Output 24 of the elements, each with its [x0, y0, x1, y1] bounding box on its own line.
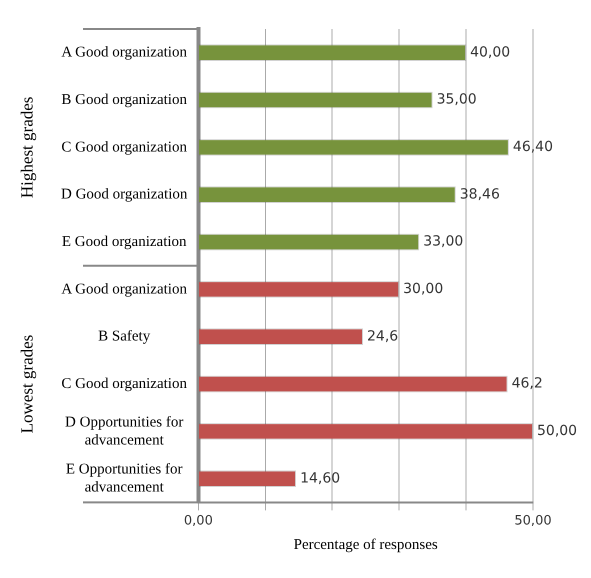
y-tick-label: E Opportunities for advancement: [66, 462, 183, 496]
y-tick-label: B Safety: [98, 328, 151, 345]
y-tick-label: C Good organization: [61, 139, 188, 156]
text: Highest grades: [17, 96, 36, 198]
data-label: 30,00: [403, 281, 444, 298]
y-tick-label: A Good organization: [61, 281, 188, 298]
data-label: 46,40: [512, 138, 553, 155]
data-label: 38,46: [460, 186, 500, 202]
data-label: 50,00: [537, 423, 578, 440]
y-tick-label: C Good organization: [61, 376, 188, 392]
data-label: 24,6: [367, 328, 398, 344]
y-tick-label: B Good organization: [61, 92, 188, 108]
data-label: 14,60: [300, 470, 340, 486]
data-label: 33,00: [423, 234, 464, 250]
data-label: 46,2: [512, 376, 543, 392]
text: Lowest grades: [17, 334, 36, 434]
data-label: 40,00: [470, 44, 510, 60]
y-tick-label: D Opportunities for advancement: [65, 414, 184, 448]
x-tick-label: 0,00: [184, 514, 213, 529]
y-tick-label: A Good organization: [61, 44, 188, 61]
x-axis-title: Percentage of responses: [294, 536, 438, 553]
y-tick-label: E Good organization: [62, 234, 188, 250]
data-label: 35,00: [436, 92, 477, 108]
y-tick-label: D Good organization: [60, 186, 188, 203]
